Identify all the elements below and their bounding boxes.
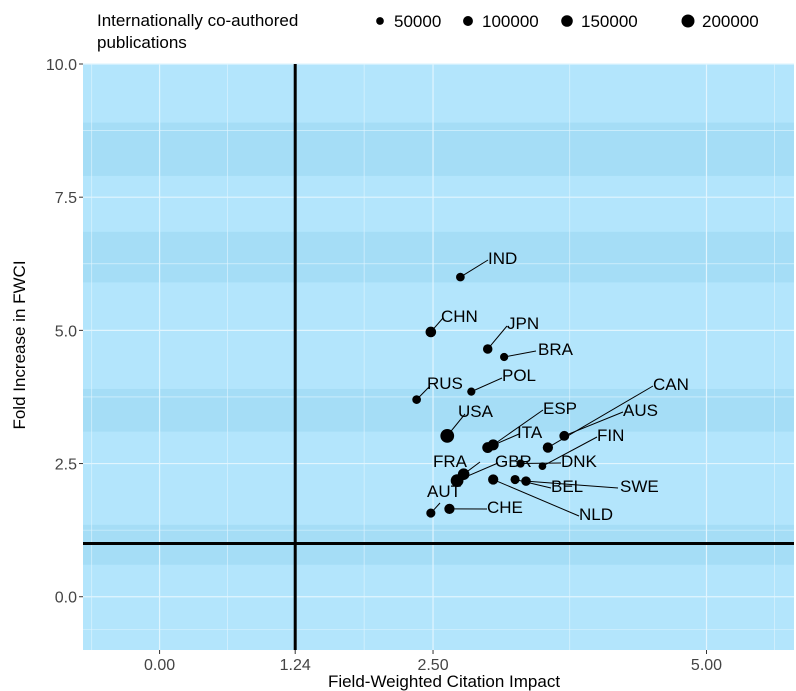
point-leader-line <box>460 259 489 278</box>
y-tick-label: 7.5 <box>55 190 77 207</box>
legend-label: 50000 <box>394 12 441 31</box>
data-point-can <box>542 442 554 453</box>
point-label-swe: SWE <box>620 477 659 496</box>
legend-label: 200000 <box>702 12 759 31</box>
data-point-pol <box>467 387 476 396</box>
data-point-chn <box>425 326 437 338</box>
legend-key <box>681 14 695 28</box>
point-label-che: CHE <box>487 498 523 517</box>
x-tick-label: 5.00 <box>691 657 722 674</box>
legend-title-line-2: publications <box>97 33 187 52</box>
legend-label: 150000 <box>581 12 638 31</box>
data-point-usa <box>440 428 455 443</box>
y-axis-label: Fold Increase in FWCI <box>10 260 29 429</box>
panel-band <box>83 231 794 283</box>
y-tick-label: 10.0 <box>46 57 77 74</box>
panel-band <box>83 388 794 432</box>
y-tick-label: 5.0 <box>55 323 77 340</box>
x-axis: 0.00 1.24 2.50 5.00 <box>144 650 722 674</box>
point-leader-line <box>456 462 499 482</box>
point-leader-line <box>542 436 598 467</box>
data-point-bra <box>500 352 509 362</box>
point-label-aus: AUS <box>623 401 658 420</box>
point-leader-line <box>504 350 537 358</box>
point-label-gbr: GBR <box>495 452 532 471</box>
legend-label: 100000 <box>482 12 539 31</box>
legend-title: Internationally co-authored <box>97 11 298 30</box>
point-label-esp: ESP <box>543 399 577 418</box>
panel-band <box>83 122 794 176</box>
data-point-aut <box>426 508 436 518</box>
point-label-nld: NLD <box>579 505 613 524</box>
point-leader-line <box>492 409 544 446</box>
point-label-fra: FRA <box>433 452 468 471</box>
data-point-bel <box>510 474 520 485</box>
y-tick-label: 2.5 <box>55 457 77 474</box>
point-label-ind: IND <box>488 249 517 268</box>
point-leader-line <box>492 479 580 517</box>
legend-entries: 50000 100000 150000 200000 <box>376 12 759 31</box>
point-label-bra: BRA <box>538 340 574 359</box>
data-point-gbr <box>450 474 464 487</box>
legend-key <box>561 15 573 27</box>
data-point-jpn <box>482 344 493 354</box>
x-tick-label: 1.24 <box>280 657 311 674</box>
data-point-ita <box>482 442 494 454</box>
data-point-aus <box>559 430 570 441</box>
point-label-ita: ITA <box>517 423 543 442</box>
legend: Internationally co-authored publications… <box>97 11 759 52</box>
point-leader-line <box>487 433 520 449</box>
data-point-che <box>444 503 455 514</box>
point-leader-line <box>525 480 619 489</box>
point-label-can: CAN <box>653 375 689 394</box>
data-point-rus <box>412 395 421 404</box>
data-point-ind <box>456 272 465 282</box>
point-label-jpn: JPN <box>507 314 539 333</box>
point-label-pol: POL <box>502 366 536 385</box>
y-axis: 0.0 2.5 5.0 7.5 10.0 <box>46 57 83 607</box>
x-tick-label: 0.00 <box>144 657 175 674</box>
data-point-nld <box>488 474 499 485</box>
legend-key <box>463 16 473 26</box>
y-tick-label: 0.0 <box>55 590 77 607</box>
point-label-bel: BEL <box>551 477 583 496</box>
point-label-fin: FIN <box>597 426 624 445</box>
plot-panel <box>83 63 794 650</box>
x-tick-label: 2.50 <box>417 657 448 674</box>
data-point-swe <box>521 476 531 486</box>
data-point-fin <box>538 462 547 471</box>
point-leader-line <box>520 462 562 465</box>
point-leader-line <box>564 411 624 437</box>
point-leader-line <box>514 479 552 489</box>
point-leader-line <box>471 377 503 393</box>
point-label-chn: CHN <box>441 307 478 326</box>
point-label-aut: AUT <box>427 482 461 501</box>
point-label-usa: USA <box>458 402 494 421</box>
legend-key <box>376 17 384 25</box>
point-leader-line <box>487 325 508 350</box>
point-label-dnk: DNK <box>561 452 598 471</box>
data-point-dnk <box>516 459 525 468</box>
point-label-rus: RUS <box>427 374 463 393</box>
x-axis-label: Field-Weighted Citation Impact <box>328 672 560 691</box>
